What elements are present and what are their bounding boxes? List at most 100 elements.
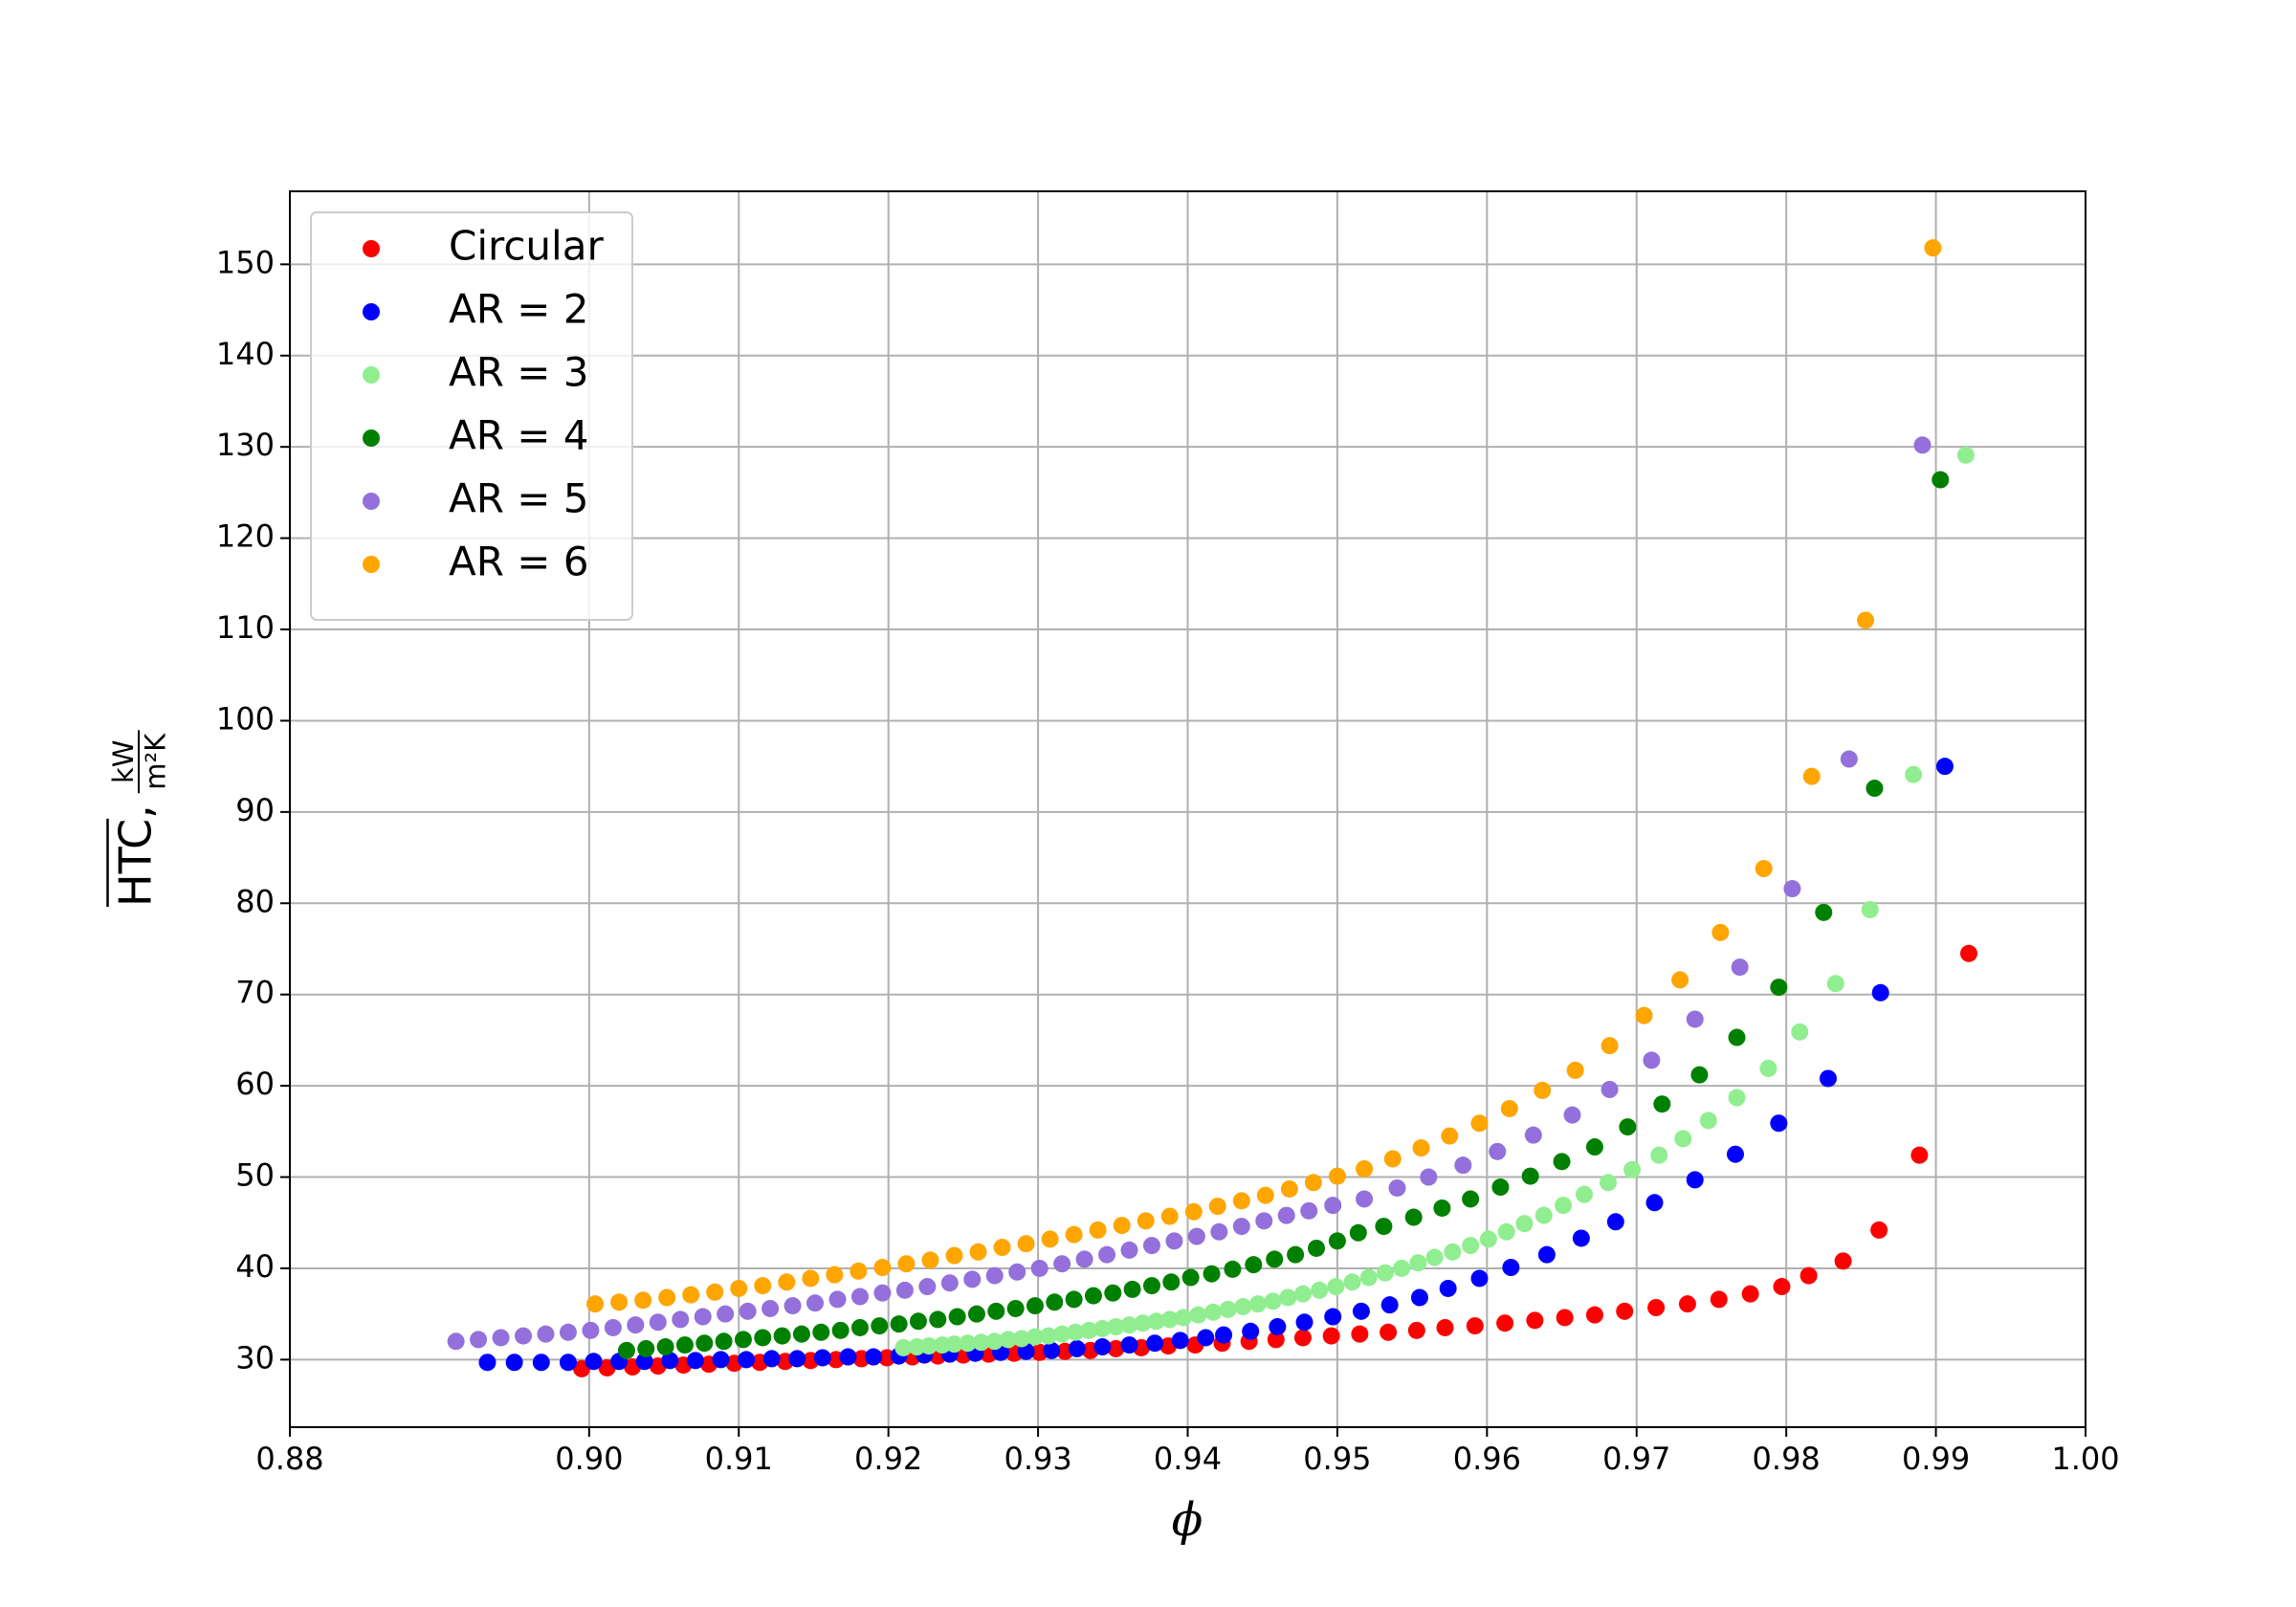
scatter-point — [1393, 1259, 1411, 1277]
scatter-point — [1521, 1167, 1539, 1185]
scatter-point — [1311, 1281, 1329, 1299]
scatter-point — [999, 1331, 1017, 1349]
scatter-point — [1328, 1232, 1346, 1250]
scatter-point — [1489, 1142, 1507, 1160]
scatter-point — [1433, 1199, 1451, 1217]
y-axis-label: HTC , kW m²K — [106, 730, 172, 907]
scatter-point — [1524, 1126, 1542, 1144]
legend-marker — [363, 556, 380, 573]
scatter-point — [1304, 1174, 1322, 1192]
x-tick-label: 0.88 — [255, 1441, 323, 1477]
scatter-point — [1383, 1150, 1402, 1168]
scatter-point — [1343, 1273, 1361, 1291]
scatter-point — [1327, 1278, 1345, 1296]
scatter-point — [1293, 1329, 1312, 1347]
x-tick-label: 0.96 — [1453, 1441, 1521, 1477]
scatter-point — [1956, 446, 1975, 464]
scatter-point — [694, 1308, 712, 1326]
scatter-point — [1249, 1295, 1268, 1313]
scatter-point — [1287, 1245, 1305, 1264]
scatter-point — [1174, 1309, 1192, 1327]
scatter-point — [712, 1351, 730, 1369]
x-axis-label: ϕ — [1172, 1493, 1203, 1547]
scatter-point — [559, 1323, 577, 1341]
scatter-point — [1349, 1223, 1367, 1242]
scatter-point — [1026, 1328, 1044, 1346]
scatter-point — [532, 1354, 550, 1372]
scatter-point — [1053, 1325, 1071, 1343]
scatter-point — [1040, 1327, 1058, 1345]
scatter-point — [1280, 1179, 1298, 1198]
scatter-point — [1008, 1263, 1027, 1281]
scatter-point — [505, 1354, 523, 1372]
scatter-point — [635, 1353, 653, 1371]
scatter-point — [1120, 1241, 1138, 1259]
scatter-point — [921, 1251, 939, 1269]
legend-label: AR = 4 — [449, 412, 589, 459]
scatter-point — [762, 1350, 781, 1368]
scatter-point — [1834, 1252, 1852, 1270]
y-tick-label: 120 — [216, 518, 275, 555]
scatter-point — [895, 1281, 914, 1299]
scatter-point — [1959, 944, 1977, 962]
scatter-point — [1388, 1178, 1406, 1197]
scatter-point — [1491, 1178, 1510, 1197]
scatter-point — [730, 1279, 748, 1297]
plot-area — [447, 239, 1977, 1377]
scatter-point — [672, 1310, 690, 1329]
scatter-point — [1537, 1245, 1556, 1264]
scatter-point — [686, 1352, 704, 1370]
y-tick-label: 140 — [216, 336, 275, 372]
scatter-point — [1409, 1254, 1427, 1272]
scatter-point — [1041, 1230, 1059, 1248]
scatter-point — [1219, 1300, 1237, 1318]
scatter-point — [1171, 1332, 1189, 1350]
scatter-point — [1242, 1322, 1260, 1340]
scatter-point — [1203, 1265, 1221, 1283]
legend-label: AR = 6 — [449, 539, 589, 585]
scatter-point — [582, 1321, 600, 1339]
scatter-point — [1770, 979, 1788, 997]
scatter-point — [1352, 1302, 1370, 1320]
scatter-point — [1436, 1318, 1454, 1336]
scatter-point — [792, 1325, 810, 1343]
y-tick-label: 110 — [216, 609, 275, 646]
scatter-point — [1572, 1229, 1590, 1247]
scatter-point — [1351, 1325, 1369, 1343]
scatter-point — [1093, 1319, 1112, 1337]
legend-marker — [363, 429, 380, 447]
scatter-point — [850, 1288, 869, 1306]
scatter-point — [1277, 1206, 1295, 1224]
scatter-point — [1017, 1235, 1035, 1253]
legend-label: AR = 3 — [449, 349, 589, 396]
scatter-point — [1601, 1037, 1619, 1055]
scatter-point — [1441, 1127, 1459, 1145]
scatter-point — [1324, 1308, 1342, 1326]
scatter-point — [1293, 1285, 1312, 1303]
scatter-point — [773, 1327, 791, 1345]
legend-label: AR = 2 — [449, 286, 589, 333]
scatter-point — [1711, 923, 1730, 941]
scatter-point — [909, 1312, 927, 1331]
scatter-point — [1269, 1318, 1287, 1336]
scatter-point — [1030, 1259, 1049, 1277]
scatter-point — [762, 1299, 780, 1317]
scatter-point — [1566, 1061, 1584, 1079]
scatter-point — [1098, 1245, 1116, 1264]
scatter-point — [1910, 1146, 1929, 1164]
scatter-point — [967, 1305, 985, 1323]
scatter-point — [627, 1316, 645, 1334]
scatter-point — [1380, 1323, 1398, 1341]
legend-marker — [363, 493, 380, 510]
scatter-point — [1120, 1316, 1138, 1334]
scatter-point — [1479, 1230, 1497, 1248]
scatter-point — [1084, 1287, 1102, 1305]
scatter-point — [1134, 1314, 1152, 1332]
legend-marker — [363, 366, 380, 384]
scatter-point — [1759, 1059, 1777, 1077]
scatter-point — [1264, 1292, 1282, 1310]
scatter-point — [1266, 1250, 1284, 1268]
scatter-point — [1935, 758, 1954, 776]
scatter-point — [617, 1341, 635, 1359]
ticks: 0.88 0.90 0.91 0.92 0.93 0.94 0.95 0.96 0.97 0.98… — [216, 244, 2120, 1477]
